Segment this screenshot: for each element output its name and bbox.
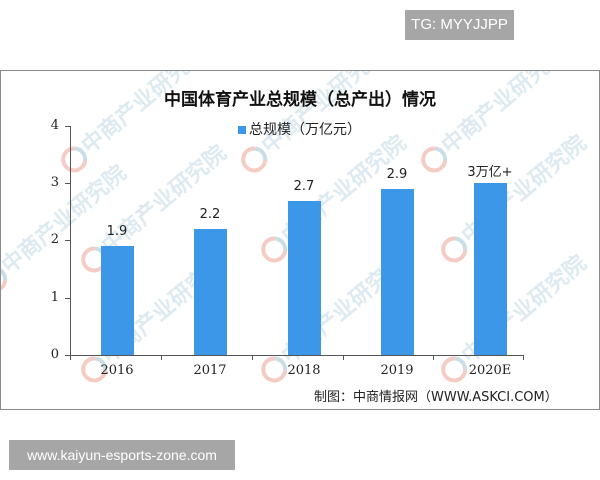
top-watermark-tag: TG: MYYJJPP xyxy=(405,10,514,40)
chart-title: 中国体育产业总规模（总产出）情况 xyxy=(164,90,436,110)
bar-2018 xyxy=(288,201,321,355)
y-tick xyxy=(65,183,70,184)
y-tick-label: 0 xyxy=(50,347,59,362)
x-tick xyxy=(252,355,253,360)
x-tick-label: 2020E xyxy=(468,363,512,378)
data-label: 1.9 xyxy=(106,224,128,239)
data-label: 2.9 xyxy=(386,167,408,182)
y-tick xyxy=(65,126,70,127)
legend-label: 总规模（万亿元） xyxy=(249,122,361,138)
y-tick-label: 4 xyxy=(50,118,59,133)
chart-source: 制图：中商情报网（WWW.ASKCI.COM） xyxy=(314,390,558,405)
legend-swatch xyxy=(238,126,246,134)
data-label: 3万亿+ xyxy=(467,165,513,180)
x-tick xyxy=(523,355,524,360)
x-tick-label: 2016 xyxy=(100,363,134,378)
data-label: 2.2 xyxy=(199,207,221,222)
x-tick xyxy=(343,355,344,360)
x-tick xyxy=(433,355,434,360)
bar-2016 xyxy=(101,246,134,355)
x-tick-label: 2018 xyxy=(287,363,321,378)
y-tick xyxy=(65,240,70,241)
y-tick-label: 2 xyxy=(50,232,59,247)
x-axis xyxy=(70,355,524,356)
bottom-watermark-tag: www.kaiyun-esports-zone.com xyxy=(9,440,235,470)
x-tick-label: 2017 xyxy=(193,363,227,378)
y-axis xyxy=(70,126,71,355)
data-label: 2.7 xyxy=(293,179,315,194)
chart-legend: 总规模（万亿元） xyxy=(238,119,361,139)
chart-frame: 中商产业研究院 中商产业研究院 中商产业研究院 中商产业研究院 中商产业研究院 … xyxy=(0,70,600,410)
y-tick-label: 3 xyxy=(50,175,59,190)
bar-2020e xyxy=(474,183,507,355)
y-tick xyxy=(65,355,70,356)
x-tick-label: 2019 xyxy=(380,363,414,378)
x-tick xyxy=(70,355,71,360)
y-tick xyxy=(65,298,70,299)
bar-2017 xyxy=(194,229,227,355)
x-tick xyxy=(161,355,162,360)
y-tick-label: 1 xyxy=(50,290,59,305)
bar-2019 xyxy=(381,189,414,355)
